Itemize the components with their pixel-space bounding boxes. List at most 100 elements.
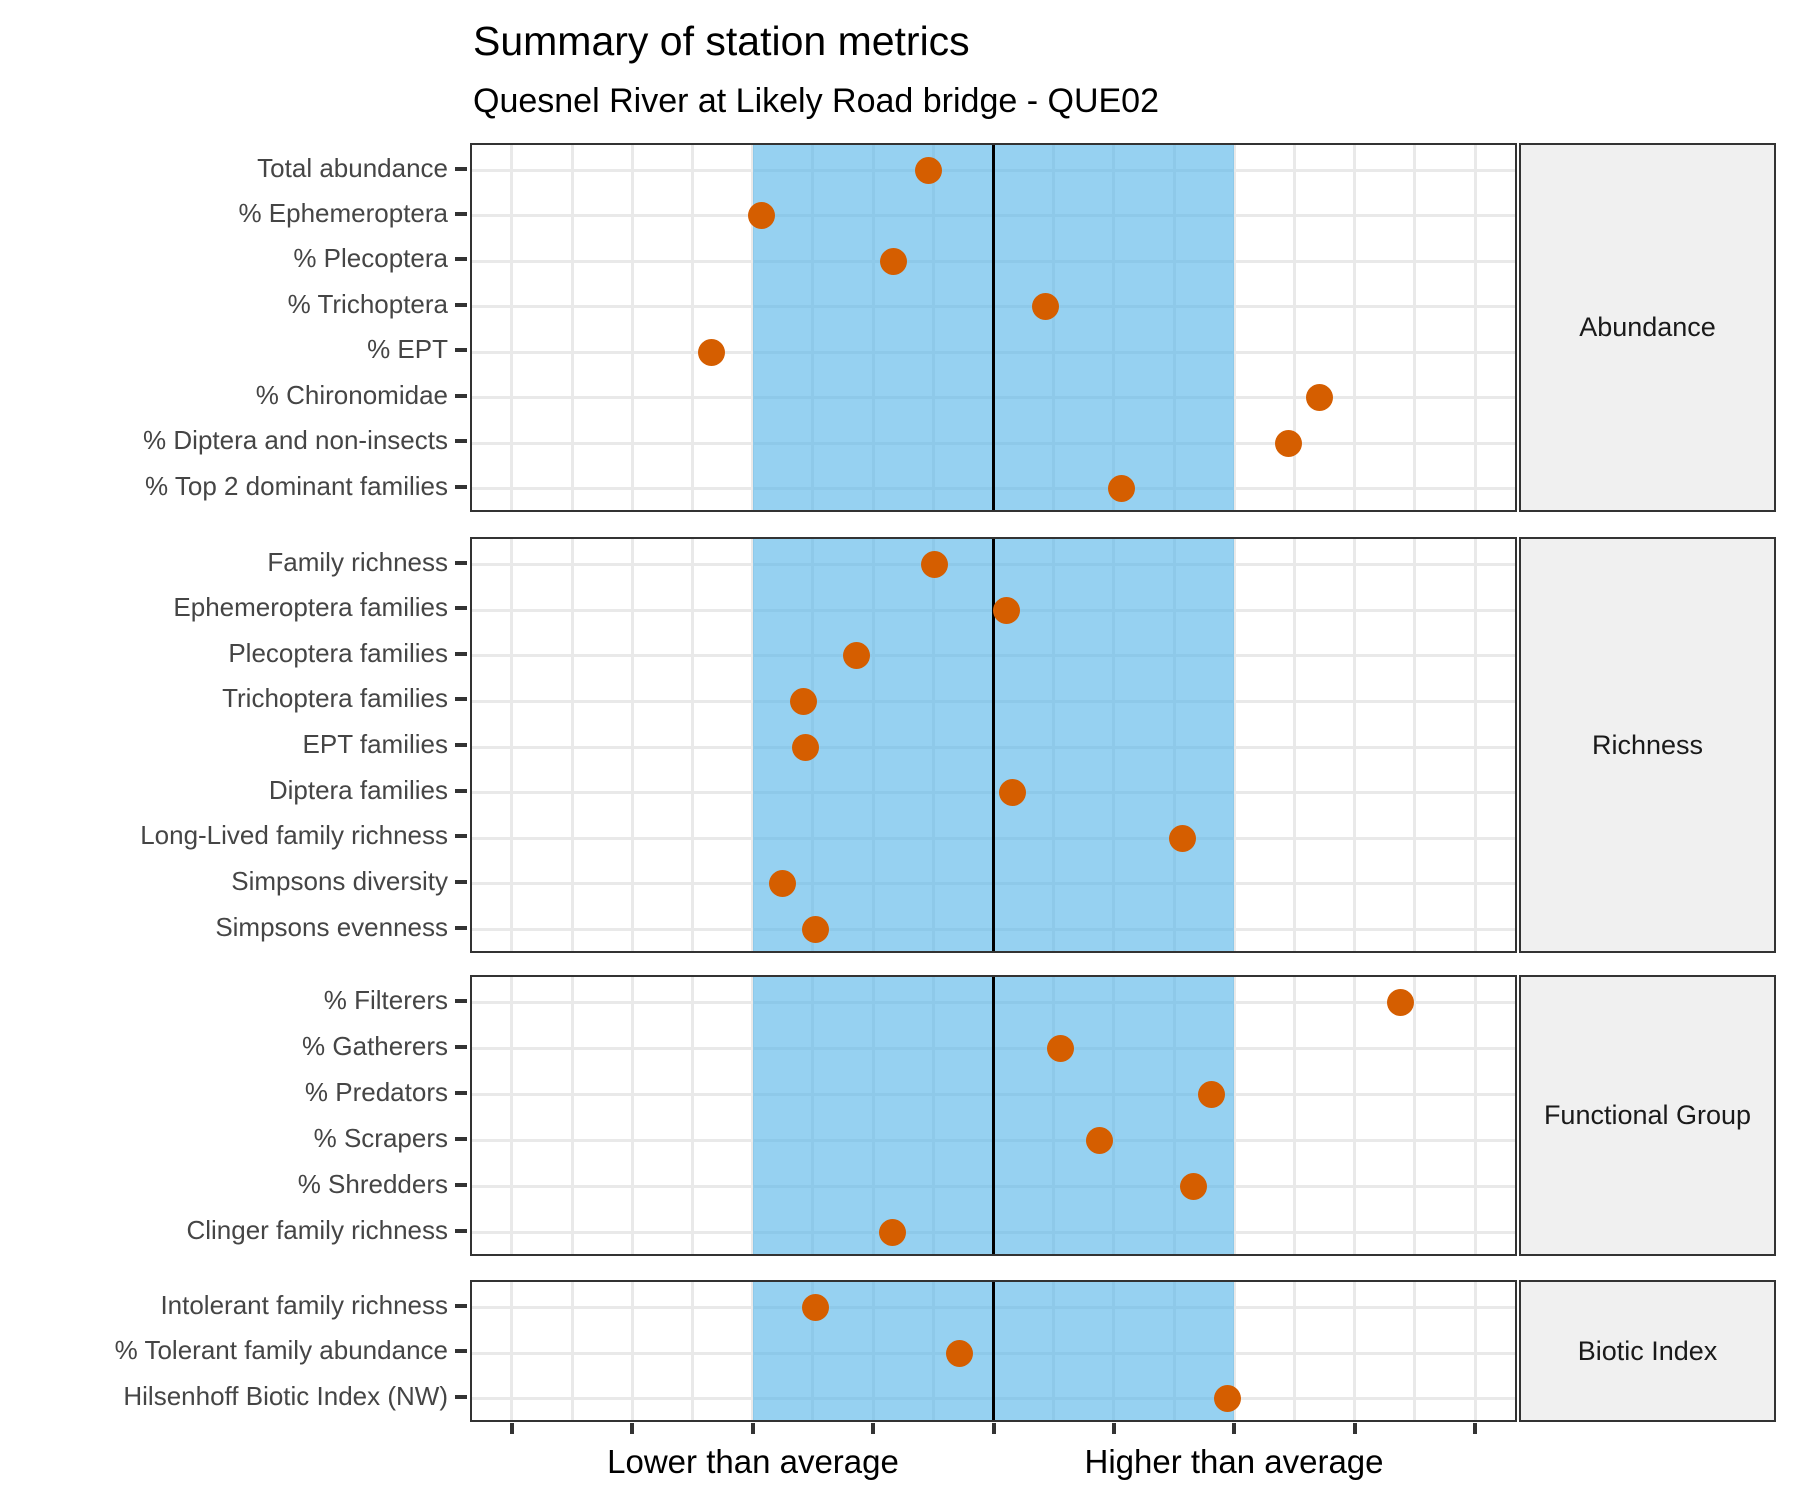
data-point-clinger-family-richness [878, 1219, 906, 1246]
metric-label: Trichoptera families [222, 683, 448, 714]
vertical-gridline [1353, 539, 1357, 951]
metric-label: % Trichoptera [287, 288, 448, 319]
data-point-gatherers [1047, 1035, 1075, 1062]
y-axis-tick [455, 166, 467, 171]
y-axis-tick [455, 1349, 467, 1353]
data-point-chironomidae [1306, 384, 1334, 412]
vertical-gridline [570, 977, 574, 1254]
data-point-shredders [1179, 1173, 1207, 1200]
vertical-gridline [1413, 539, 1417, 951]
data-point-diptera-families [999, 779, 1027, 807]
y-axis-tick [455, 998, 467, 1003]
metric-label: Simpsons diversity [231, 865, 448, 896]
vertical-gridline [691, 539, 694, 951]
chart-subtitle: Quesnel River at Likely Road bridge - QU… [473, 82, 1159, 120]
y-axis-tick [455, 1394, 467, 1399]
metric-label: % Ephemeroptera [238, 197, 448, 228]
x-axis-tick [991, 1423, 996, 1434]
vertical-gridline [1473, 145, 1477, 510]
y-axis-tick [455, 439, 467, 444]
facet-panel-richness [470, 537, 1517, 953]
x-axis-tick [871, 1423, 876, 1434]
vertical-gridline [1473, 539, 1477, 951]
vertical-gridline [570, 1282, 574, 1420]
data-point-long-lived-family-richness [1169, 824, 1197, 852]
vertical-gridline [1232, 977, 1236, 1254]
data-point-tolerant-family-abundance [946, 1339, 974, 1367]
y-axis-tick [455, 211, 467, 216]
chart-title: Summary of station metrics [473, 18, 970, 64]
data-point-scrapers [1085, 1127, 1113, 1154]
y-axis-tick [455, 925, 467, 930]
y-axis-tick [455, 1228, 467, 1233]
data-point-simpsons-evenness [801, 916, 829, 943]
y-axis-tick [455, 697, 467, 702]
data-point-plecoptera [880, 247, 908, 275]
y-axis-tick [455, 257, 467, 262]
data-point-hilsenhoff-biotic-index-nw [1213, 1385, 1241, 1412]
x-axis-tick [630, 1423, 635, 1434]
data-point-predators [1197, 1081, 1225, 1108]
data-point-total-abundance [914, 157, 942, 184]
vertical-gridline [630, 539, 634, 951]
metric-label: Plecoptera families [228, 637, 448, 668]
y-axis-tick [455, 743, 467, 747]
vertical-gridline [1473, 1282, 1477, 1420]
metric-label: Ephemeroptera families [173, 592, 448, 623]
y-axis-tick [455, 1090, 467, 1095]
data-point-trichoptera [1031, 293, 1059, 321]
metric-label: Simpsons evenness [215, 911, 448, 942]
vertical-gridline [630, 145, 634, 510]
metric-label: % Predators [304, 1076, 448, 1107]
vertical-gridline [1413, 145, 1417, 510]
facet-panel-biotic-index [470, 1280, 1517, 1422]
metric-label: Family richness [267, 546, 448, 577]
vertical-gridline [1353, 1282, 1357, 1420]
y-axis-tick [455, 393, 467, 398]
facet-strip-label: Functional Group [1543, 1100, 1752, 1130]
y-axis-tick [455, 1136, 467, 1141]
facet-strip-abundance: Abundance [1519, 143, 1776, 512]
facet-panel-abundance [470, 143, 1517, 512]
y-axis-tick [455, 879, 467, 884]
y-axis-tick [455, 1044, 467, 1049]
metric-label: Clinger family richness [186, 1214, 448, 1245]
data-point-ephemeroptera [747, 202, 775, 230]
facet-strip-biotic-index: Biotic Index [1519, 1280, 1776, 1422]
data-point-filterers [1386, 989, 1414, 1016]
y-axis-tick [455, 560, 467, 565]
data-point-simpsons-diversity [769, 870, 797, 898]
average-center-line [992, 1282, 995, 1420]
vertical-gridline [1293, 977, 1296, 1254]
vertical-gridline [510, 1282, 514, 1420]
metric-label: % Top 2 dominant families [144, 470, 448, 501]
vertical-gridline [691, 1282, 694, 1420]
vertical-gridline [1413, 1282, 1417, 1420]
x-axis-tick [509, 1423, 514, 1434]
metric-label: % Tolerant family abundance [114, 1335, 448, 1365]
data-point-ept-families [792, 733, 820, 761]
y-axis-tick [455, 834, 467, 839]
x-axis-tick [1232, 1423, 1237, 1434]
average-center-line [992, 539, 995, 951]
metric-label: Diptera families [268, 774, 448, 805]
metric-label: % Shredders [297, 1168, 448, 1199]
facet-panel-functional-group [470, 975, 1517, 1256]
vertical-gridline [691, 977, 694, 1254]
vertical-gridline [1353, 977, 1357, 1254]
vertical-gridline [691, 145, 694, 510]
data-point-trichoptera-families [789, 687, 817, 715]
metric-label: % Scrapers [313, 1122, 448, 1153]
x-axis-tick [1111, 1423, 1116, 1434]
vertical-gridline [1413, 977, 1417, 1254]
data-point-family-richness [921, 551, 948, 578]
vertical-gridline [1293, 145, 1296, 510]
vertical-gridline [1473, 977, 1477, 1254]
metric-label: % Chironomidae [255, 379, 448, 410]
x-axis-tick [1352, 1423, 1357, 1434]
metric-label: % Plecoptera [293, 243, 448, 274]
y-axis-tick [455, 606, 467, 611]
facet-strip-label: Richness [1591, 729, 1704, 760]
metric-label: % Gatherers [302, 1030, 448, 1061]
